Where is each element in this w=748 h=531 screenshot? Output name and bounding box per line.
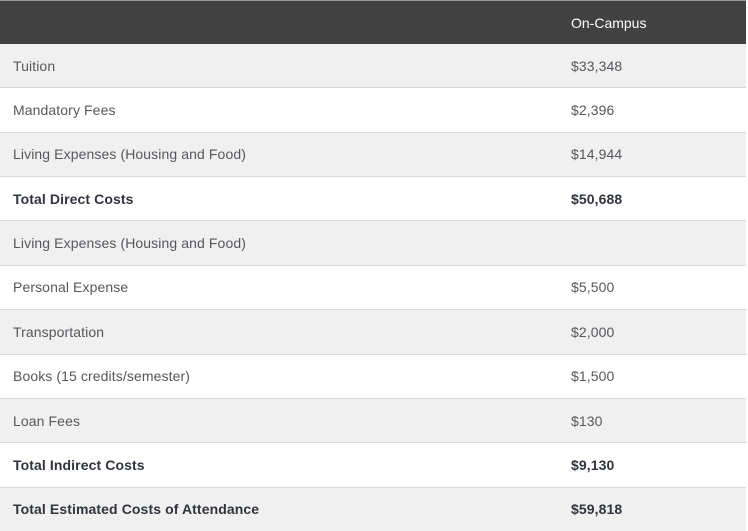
row-label: Total Estimated Costs of Attendance	[13, 501, 260, 518]
row-value: $130	[571, 412, 603, 429]
table-row: Living Expenses (Housing and Food) $14,9…	[0, 131, 746, 177]
table-row: Loan Fees $130	[0, 397, 746, 443]
row-value: $14,944	[571, 146, 623, 163]
row-value: $1,500	[571, 368, 615, 385]
table-row: Personal Expense $5,500	[0, 264, 746, 310]
row-value: $2,000	[571, 323, 615, 340]
row-label: Transportation	[13, 323, 105, 340]
header-value-cell: On-Campus	[571, 14, 647, 31]
cost-table-body: Tuition $33,348 Mandatory Fees $2,396 Li…	[0, 44, 746, 531]
table-row: Transportation $2,000	[0, 309, 746, 354]
row-value: $50,688	[571, 190, 623, 207]
row-label: Tuition	[13, 57, 56, 74]
row-value: $33,348	[571, 57, 623, 74]
table-row: Books (15 credits/semester) $1,500	[0, 353, 746, 398]
table-header-row: On-Campus	[0, 0, 746, 44]
table-row: Total Indirect Costs $9,130	[0, 442, 746, 487]
table-row: Mandatory Fees $2,396	[0, 87, 746, 132]
row-label: Mandatory Fees	[13, 102, 116, 119]
row-label: Loan Fees	[13, 412, 81, 429]
row-label: Total Direct Costs	[13, 190, 134, 207]
table-row: Living Expenses (Housing and Food)	[0, 220, 746, 265]
row-label: Personal Expense	[13, 279, 129, 296]
row-label: Books (15 credits/semester)	[13, 368, 190, 385]
row-value: $59,818	[571, 501, 623, 518]
row-value: $5,500	[571, 279, 615, 296]
row-label: Total Indirect Costs	[13, 456, 145, 473]
row-label: Living Expenses (Housing and Food)	[13, 146, 246, 163]
row-value: $2,396	[571, 102, 615, 119]
row-label: Living Expenses (Housing and Food)	[13, 235, 246, 252]
table-row: Total Estimated Costs of Attendance $59,…	[0, 486, 746, 531]
table-row: Total Direct Costs $50,688	[0, 176, 746, 221]
table-row: Tuition $33,348	[0, 44, 746, 88]
row-value: $9,130	[571, 456, 615, 473]
